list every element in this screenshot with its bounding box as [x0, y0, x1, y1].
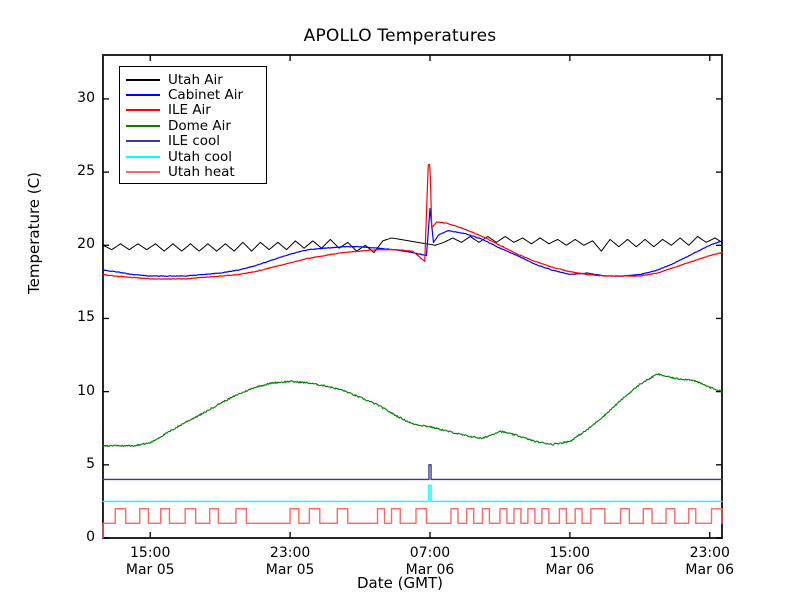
axes-frame: [102, 54, 723, 539]
y-tick-label: 10: [77, 382, 95, 399]
legend-item-dome-air[interactable]: Dome Air: [126, 117, 260, 134]
legend-item-ile-air[interactable]: ILE Air: [126, 102, 260, 119]
x-tick-time: 23:00: [689, 545, 730, 561]
x-tick-label: 23:00 Mar 05: [240, 545, 340, 579]
chart-title: APOLLO Temperatures: [303, 26, 497, 46]
x-tick-time: 23:00: [269, 545, 311, 561]
legend-label: Dome Air: [168, 117, 231, 134]
x-tick-time: 15:00: [130, 545, 171, 561]
legend-color-swatch: [126, 109, 160, 112]
x-tick-date: Mar 06: [685, 562, 735, 578]
y-tick-label: 15: [77, 309, 95, 326]
legend[interactable]: Utah Air Cabinet Air ILE Air Dome Air ILE co…: [119, 66, 267, 184]
x-tick-time: 15:00: [549, 545, 591, 561]
legend-color-swatch: [126, 155, 160, 158]
y-tick-label: 0: [86, 529, 95, 545]
y-tick-label: 25: [77, 163, 95, 180]
legend-color-swatch: [126, 124, 160, 127]
legend-color-swatch: [126, 140, 160, 143]
legend-item-utah-cool[interactable]: Utah cool: [126, 148, 260, 165]
legend-color-swatch: [126, 94, 160, 97]
legend-label: Utah Air: [168, 71, 223, 88]
legend-item-ile-cool[interactable]: ILE cool: [126, 133, 260, 150]
legend-color-swatch: [126, 78, 160, 81]
x-tick-date: Mar 06: [405, 562, 455, 578]
x-tick-date: Mar 05: [265, 562, 315, 578]
x-tick-date: Mar 05: [125, 562, 175, 578]
x-tick-time: 07:00: [409, 545, 451, 561]
legend-item-cabinet-air[interactable]: Cabinet Air: [126, 87, 260, 104]
x-tick-date: Mar 06: [545, 562, 595, 578]
legend-label: Utah heat: [168, 164, 235, 181]
axis-ticks: [103, 55, 722, 539]
legend-label: Cabinet Air: [168, 87, 244, 104]
legend-color-swatch: [126, 171, 160, 174]
legend-item-utah-heat[interactable]: Utah heat: [126, 164, 260, 181]
y-tick-label: 30: [77, 89, 95, 106]
y-tick-label: 5: [86, 455, 95, 472]
legend-item-utah-air[interactable]: Utah Air: [126, 71, 260, 88]
y-tick-label: 20: [77, 236, 95, 253]
legend-label: ILE cool: [168, 133, 221, 150]
legend-label: Utah cool: [168, 148, 232, 165]
x-tick-label: 15:00 Mar 06: [520, 545, 620, 579]
legend-label: ILE Air: [168, 102, 211, 119]
x-axis-label: Date (GMT): [356, 574, 444, 592]
data-series-layer: [102, 163, 723, 539]
x-tick-label: 07:00 Mar 06: [380, 545, 480, 579]
x-tick-label: 15:00 Mar 05: [100, 545, 200, 579]
x-tick-label: 23:00 Mar 06: [660, 545, 760, 579]
